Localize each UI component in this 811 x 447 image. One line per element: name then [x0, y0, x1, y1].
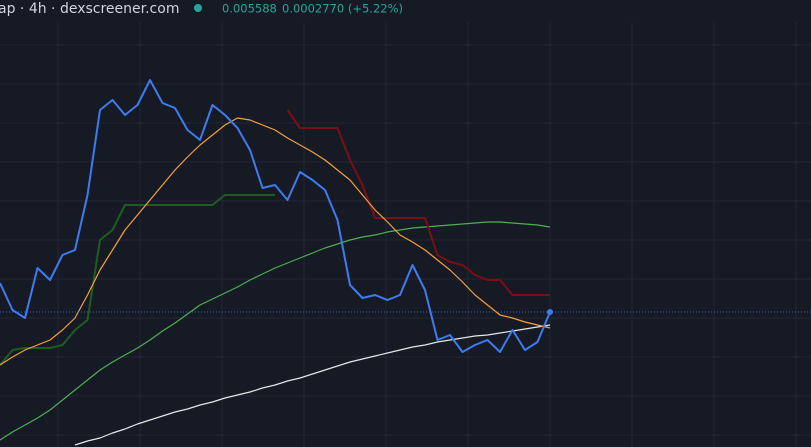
plot-area — [0, 79, 811, 446]
grid — [0, 22, 811, 447]
change-label: 0.0002770 (+5.22%) — [282, 2, 403, 16]
series-line — [0, 194, 275, 366]
series-line — [74, 324, 551, 446]
chart-title: ap · 4h · dexscreener.com — [0, 1, 179, 17]
price-label: 0.005588 — [222, 2, 277, 16]
series-line — [0, 117, 551, 366]
series-line — [0, 79, 551, 353]
last-price-dot — [547, 309, 553, 315]
series-line — [0, 221, 551, 441]
status-dot — [194, 4, 202, 12]
series-line — [286, 109, 550, 296]
